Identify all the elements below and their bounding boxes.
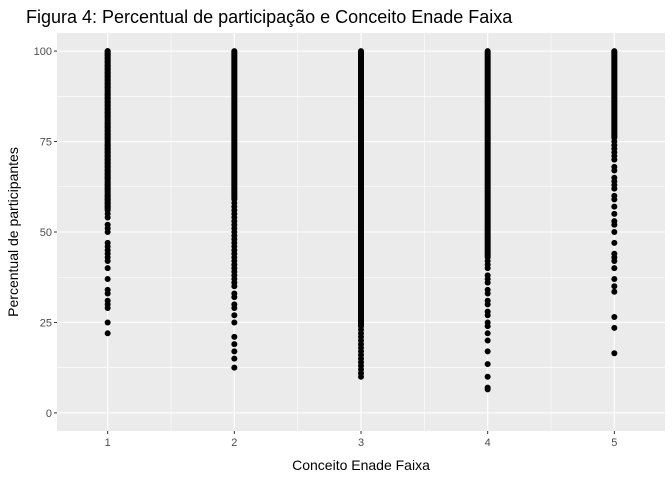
data-point: [611, 174, 618, 181]
data-point: [104, 239, 111, 246]
data-point: [104, 48, 111, 55]
data-point: [484, 319, 491, 326]
data-point: [484, 308, 491, 315]
data-point: [484, 297, 491, 304]
data-point: [611, 314, 618, 321]
data-point: [484, 373, 491, 380]
data-point: [104, 192, 111, 199]
data-point: [484, 337, 491, 344]
data-point: [104, 286, 111, 293]
data-point: [104, 276, 111, 283]
data-point: [611, 283, 618, 290]
data-point: [611, 218, 618, 225]
data-point: [231, 341, 238, 348]
data-point: [611, 288, 618, 295]
chart-title: Figura 4: Percentual de participação e C…: [26, 7, 513, 27]
data-point: [104, 181, 111, 188]
data-point: [231, 301, 238, 308]
data-points: [104, 48, 618, 393]
data-point: [611, 250, 618, 257]
data-point: [231, 355, 238, 362]
data-point: [484, 286, 491, 293]
data-point: [611, 203, 618, 210]
data-point: [231, 364, 238, 371]
data-point: [104, 210, 111, 217]
data-point: [611, 350, 618, 357]
data-point: [611, 138, 618, 145]
data-point: [104, 221, 111, 228]
data-point: [104, 120, 111, 127]
data-point: [231, 348, 238, 355]
data-point: [611, 229, 618, 235]
data-point: [611, 265, 618, 272]
data-point: [484, 384, 491, 391]
data-point: [104, 297, 111, 304]
x-tick-label: 1: [105, 437, 111, 449]
y-tick-label: 25: [40, 317, 52, 329]
data-point: [104, 142, 111, 149]
y-tick-label: 50: [40, 227, 52, 239]
x-tick-label: 3: [358, 437, 364, 449]
data-point: [104, 91, 111, 98]
y-tick-label: 100: [34, 46, 52, 58]
y-axis-ticks: 0 25 50 75 100: [34, 46, 57, 420]
data-point: [611, 192, 618, 199]
data-point: [231, 290, 238, 297]
data-point: [484, 272, 491, 279]
data-point: [104, 265, 111, 272]
data-point: [611, 324, 618, 331]
data-point: [611, 163, 618, 170]
data-point: [231, 333, 238, 340]
data-point: [611, 210, 618, 217]
data-point: [358, 326, 364, 333]
x-tick-label: 4: [485, 437, 491, 449]
data-point: [231, 200, 238, 207]
data-point: [104, 330, 111, 337]
y-axis-title: Percentual de participantes: [5, 147, 21, 317]
data-point: [484, 330, 491, 337]
data-point: [231, 312, 238, 319]
y-tick-label: 0: [46, 408, 52, 420]
data-point: [484, 361, 491, 368]
data-point: [611, 276, 618, 283]
x-axis-title: Conceito Enade Faixa: [292, 457, 430, 473]
data-point: [611, 239, 618, 246]
x-tick-label: 2: [231, 437, 237, 449]
data-point: [231, 319, 238, 326]
x-tick-label: 5: [611, 437, 617, 449]
data-point: [484, 348, 491, 355]
y-tick-label: 75: [40, 137, 52, 149]
data-point: [484, 257, 491, 264]
x-axis-ticks: 1 2 3 4 5: [105, 431, 617, 449]
data-point: [104, 319, 111, 326]
